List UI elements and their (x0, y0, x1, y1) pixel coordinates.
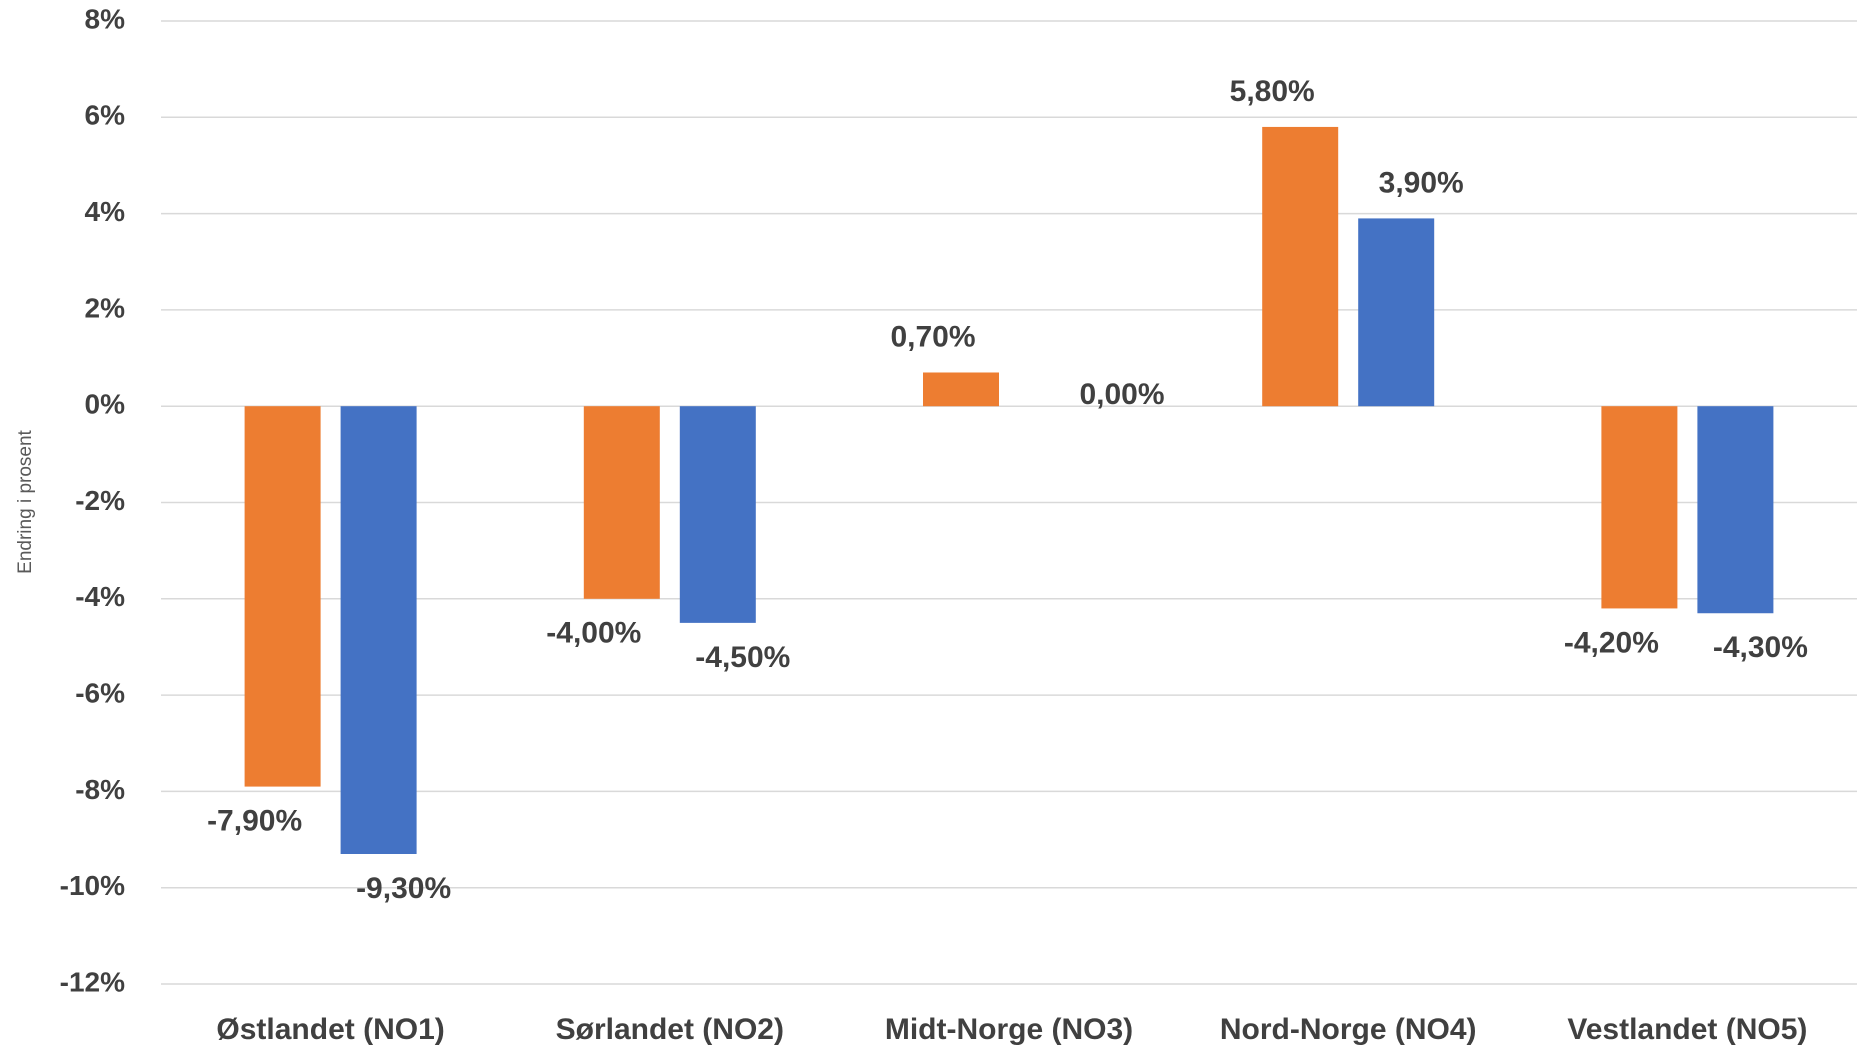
bar (1601, 406, 1678, 609)
bar (244, 406, 321, 787)
bar (1358, 218, 1435, 407)
x-tick-label: Nord-Norge (NO4) (1220, 1013, 1477, 1046)
data-label: -9,30% (356, 872, 451, 905)
data-label: 0,70% (890, 320, 975, 353)
bar (340, 406, 417, 854)
data-label: -4,00% (546, 617, 641, 650)
x-tick-label: Østlandet (NO1) (216, 1013, 444, 1046)
y-tick-label: 8% (85, 3, 126, 34)
data-label: -7,90% (207, 805, 302, 838)
y-tick-label: 0% (85, 389, 126, 420)
data-label: 5,80% (1230, 75, 1315, 108)
bar (923, 372, 999, 407)
bar (1697, 406, 1774, 614)
y-tick-label: -8% (75, 774, 125, 805)
data-label: -4,30% (1713, 631, 1808, 664)
data-label: -4,50% (695, 641, 790, 674)
y-tick-label: 4% (85, 196, 126, 227)
y-tick-label: -10% (60, 870, 125, 901)
x-tick-label: Midt-Norge (NO3) (885, 1013, 1133, 1046)
x-tick-label: Vestlandet (NO5) (1567, 1013, 1807, 1046)
y-axis-label: Endring i prosent (15, 429, 36, 573)
y-tick-label: 2% (85, 292, 126, 323)
data-label: 0,00% (1079, 378, 1164, 411)
y-tick-label: -12% (60, 966, 125, 997)
y-tick-label: -2% (75, 485, 125, 516)
data-label: -4,20% (1564, 626, 1659, 659)
y-tick-label: 6% (85, 100, 126, 131)
bar (1262, 126, 1339, 407)
data-label: 3,90% (1379, 166, 1464, 199)
bar (679, 406, 756, 623)
bar (583, 406, 660, 599)
x-tick-label: Sørlandet (NO2) (556, 1013, 784, 1046)
y-tick-label: -6% (75, 677, 125, 708)
y-tick-label: -4% (75, 581, 125, 612)
